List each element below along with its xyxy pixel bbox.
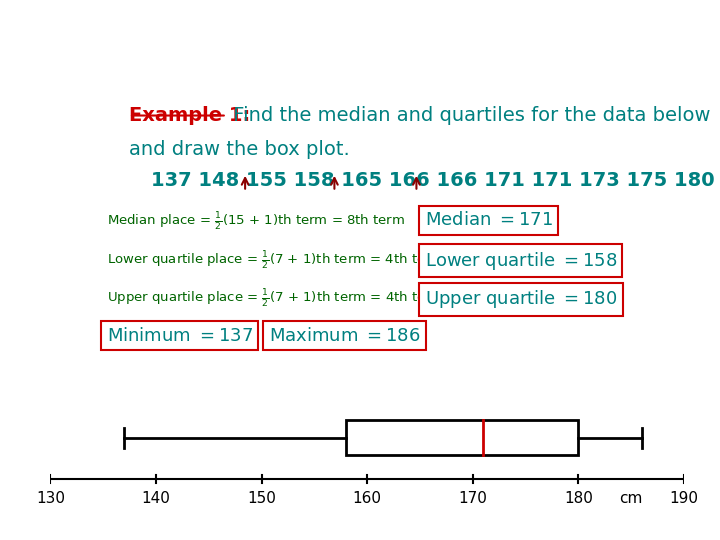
Text: 180: 180 (564, 491, 593, 506)
Text: 137 148 155 158 165 166 166 171 171 173 175 180 184 186 186: 137 148 155 158 165 166 166 171 171 173 … (151, 171, 720, 190)
Text: 150: 150 (247, 491, 276, 506)
Text: Median $= 171$: Median $= 171$ (425, 211, 553, 229)
Text: Lower quartile $= 158$: Lower quartile $= 158$ (425, 250, 617, 272)
Text: Upper quartile $= 180$: Upper quartile $= 180$ (425, 288, 617, 310)
Text: Minimum $= 137$: Minimum $= 137$ (107, 327, 253, 345)
Text: Maximum $= 186$: Maximum $= 186$ (269, 327, 420, 345)
Text: and draw the box plot.: and draw the box plot. (129, 140, 350, 159)
Text: Upper quartile place = $\frac{1}{2}$(7 + 1)th term = 4th term: Upper quartile place = $\frac{1}{2}$(7 +… (107, 288, 444, 310)
Text: 170: 170 (459, 491, 487, 506)
Text: Median place = $\frac{1}{2}$(15 + 1)th term = 8th term: Median place = $\frac{1}{2}$(15 + 1)th t… (107, 211, 405, 233)
Text: Example 1:: Example 1: (129, 106, 251, 125)
Bar (346, 420, 578, 455)
Text: 140: 140 (142, 491, 171, 506)
Text: 190: 190 (670, 491, 698, 506)
Text: cm: cm (619, 491, 643, 506)
Text: 160: 160 (353, 491, 382, 506)
Text: Lower quartile place = $\frac{1}{2}$(7 + 1)th term = 4th term: Lower quartile place = $\frac{1}{2}$(7 +… (107, 250, 444, 272)
Text: Find the median and quartiles for the data below: Find the median and quartiles for the da… (227, 106, 710, 125)
Text: 130: 130 (36, 491, 65, 506)
